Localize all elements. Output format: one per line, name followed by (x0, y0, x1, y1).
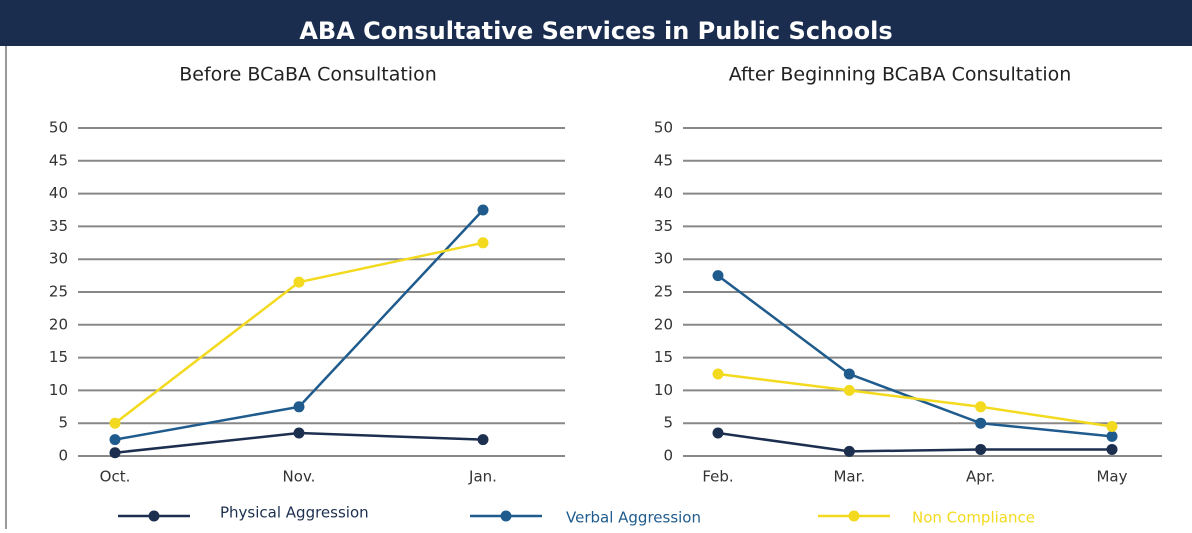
y-tick-label: 5 (58, 414, 68, 432)
chart-subtitle: After Beginning BCaBA Consultation (729, 64, 1072, 86)
y-tick-label: 50 (49, 119, 68, 137)
legend-label: Physical Aggression (220, 504, 369, 522)
series-line (717, 431, 1112, 453)
data-point (843, 384, 855, 396)
x-tick-label: Feb. (702, 468, 733, 486)
x-tick-label: Jan. (468, 468, 497, 486)
y-tick-label: 5 (663, 414, 673, 432)
y-tick-label: 45 (49, 151, 68, 169)
x-tick-label: Oct. (100, 468, 131, 486)
data-point (975, 443, 987, 455)
data-point (975, 401, 987, 413)
y-tick-label: 15 (654, 348, 673, 366)
y-tick-label: 0 (663, 447, 673, 465)
y-tick-label: 20 (654, 315, 673, 333)
legend-label: Non Compliance (912, 509, 1035, 527)
data-point (109, 447, 121, 459)
y-tick-label: 35 (654, 217, 673, 235)
data-point (293, 427, 305, 439)
legend-swatch-dot (500, 510, 512, 522)
x-tick-label: Nov. (283, 468, 316, 486)
legend-swatch-dot (848, 510, 860, 522)
chart-subtitle: Before BCaBA Consultation (179, 64, 436, 86)
y-tick-label: 10 (49, 381, 68, 399)
legend-swatch-dot (148, 510, 160, 522)
y-tick-label: 40 (654, 184, 673, 202)
data-point (109, 434, 121, 446)
data-point (1106, 443, 1118, 455)
x-tick-label: May (1096, 468, 1127, 486)
y-tick-label: 30 (654, 250, 673, 268)
y-tick-label: 10 (654, 381, 673, 399)
y-tick-label: 45 (654, 151, 673, 169)
y-tick-label: 30 (49, 250, 68, 268)
y-tick-label: 25 (654, 283, 673, 301)
data-point (975, 417, 987, 429)
data-point (477, 204, 489, 216)
data-point (477, 434, 489, 446)
page-title: ABA Consultative Services in Public Scho… (299, 17, 892, 45)
data-point (477, 237, 489, 249)
x-tick-label: Mar. (833, 468, 865, 486)
data-point (1106, 420, 1118, 432)
x-tick-label: Apr. (966, 468, 995, 486)
data-point (293, 401, 305, 413)
legend-label: Verbal Aggression (566, 509, 701, 527)
y-tick-label: 35 (49, 217, 68, 235)
y-tick-label: 25 (49, 283, 68, 301)
series-line (717, 274, 1113, 438)
y-tick-label: 50 (654, 119, 673, 137)
data-point (843, 445, 855, 457)
series-line (717, 372, 1113, 428)
data-point (109, 417, 121, 429)
data-point (1106, 430, 1118, 442)
data-point (293, 276, 305, 288)
y-tick-label: 40 (49, 184, 68, 202)
data-point (712, 270, 724, 282)
data-point (712, 368, 724, 380)
y-tick-label: 0 (58, 447, 68, 465)
data-point (712, 427, 724, 439)
data-point (843, 368, 855, 380)
header-bar (0, 0, 1192, 46)
y-tick-label: 20 (49, 315, 68, 333)
y-tick-label: 15 (49, 348, 68, 366)
